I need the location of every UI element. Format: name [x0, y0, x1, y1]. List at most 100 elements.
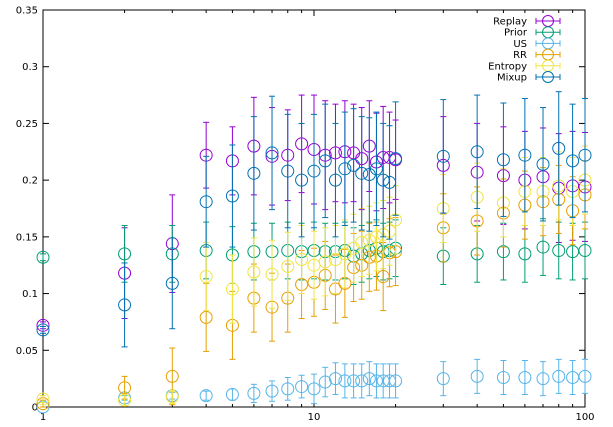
error-bar	[521, 359, 528, 396]
data-point	[318, 375, 332, 389]
data-point	[36, 323, 50, 337]
data-point	[536, 372, 550, 386]
error-bar	[386, 125, 393, 240]
y-tick-label: 0.2	[22, 176, 38, 187]
y-tick-label: 0.3	[22, 62, 38, 73]
data-point	[36, 250, 50, 264]
data-point	[436, 372, 450, 386]
legend-item-prior: Prior	[504, 26, 561, 39]
error-bar	[373, 363, 380, 399]
data-point	[118, 393, 132, 407]
data-point	[518, 371, 532, 385]
data-point	[536, 240, 550, 254]
error-bar	[366, 117, 373, 232]
data-point	[281, 164, 295, 178]
y-tick-label: 0.05	[16, 346, 38, 357]
error-bar	[203, 390, 210, 401]
error-bar	[373, 111, 380, 227]
legend-marker	[542, 71, 554, 83]
data-point	[225, 282, 239, 296]
data-point	[496, 371, 510, 385]
y-tick-label: 0.35	[16, 6, 38, 17]
error-bar	[582, 97, 588, 213]
legend-label: RR	[513, 50, 527, 61]
legend-item-rr: RR	[513, 48, 561, 61]
data-point	[369, 374, 383, 388]
data-point	[165, 390, 179, 404]
error-bar	[203, 155, 210, 248]
error-bar	[569, 103, 576, 219]
data-point	[318, 255, 332, 269]
data-point	[225, 388, 239, 402]
legend-label: Prior	[504, 28, 528, 39]
y-tick-label: 0	[32, 403, 38, 414]
error-bar	[121, 262, 128, 348]
error-bar	[269, 239, 276, 309]
data-point	[355, 374, 369, 388]
error-bar	[203, 242, 210, 312]
error-bar	[366, 361, 373, 397]
error-bar	[284, 377, 291, 401]
data-point	[199, 270, 213, 284]
error-bar	[350, 363, 357, 399]
series-us	[36, 358, 592, 414]
error-bar	[358, 116, 365, 231]
data-point	[389, 152, 403, 166]
data-point	[281, 259, 295, 273]
error-bar	[350, 213, 357, 283]
data-point	[118, 247, 132, 261]
data-point	[496, 153, 510, 167]
data-point	[552, 369, 566, 383]
error-bar	[311, 113, 317, 229]
data-point	[295, 173, 309, 187]
data-point	[328, 173, 342, 187]
x-tick-label: 10	[308, 412, 321, 423]
error-bar	[380, 122, 387, 238]
data-point	[265, 146, 279, 160]
data-point	[328, 372, 342, 386]
error-bar	[269, 380, 276, 402]
error-bar	[298, 122, 305, 238]
data-point	[470, 369, 484, 383]
error-bar	[358, 363, 365, 399]
data-point	[347, 374, 361, 388]
data-point	[362, 372, 376, 386]
error-bar	[440, 99, 447, 214]
data-point	[36, 392, 50, 406]
error-bar	[229, 254, 236, 324]
data-point	[307, 164, 321, 178]
data-point	[199, 389, 213, 403]
y-axis: 0 0.05 0.1 0.15 0.2 0.25 0.3 0.35	[16, 6, 585, 414]
x-tick-label: 100	[575, 412, 594, 423]
legend-label: Replay	[493, 17, 527, 28]
y-tick-label: 0.1	[22, 289, 38, 300]
data-point	[436, 149, 450, 163]
error-bar	[284, 113, 291, 229]
legend-item-replay: Replay	[493, 15, 561, 28]
legend-item-entropy: Entropy	[488, 59, 561, 72]
error-bar	[169, 389, 176, 405]
error-bar	[521, 97, 528, 213]
error-bar	[350, 108, 357, 223]
series-layer	[36, 91, 592, 414]
error-bar	[311, 230, 317, 300]
data-point	[518, 148, 532, 162]
data-point	[470, 145, 484, 159]
data-point	[578, 243, 592, 257]
data-point	[247, 386, 261, 400]
error-bar	[40, 325, 46, 334]
error-bar	[322, 366, 329, 398]
error-bar	[474, 94, 481, 209]
error-bar	[229, 388, 236, 401]
legend-label: Mixup	[497, 73, 527, 84]
data-point	[389, 374, 403, 388]
error-bar	[332, 122, 339, 238]
data-point	[552, 141, 566, 155]
data-point	[118, 298, 132, 312]
data-point	[536, 157, 550, 171]
data-point	[165, 369, 179, 383]
data-point	[347, 158, 361, 172]
error-bar	[250, 116, 257, 231]
error-bar	[540, 107, 547, 222]
